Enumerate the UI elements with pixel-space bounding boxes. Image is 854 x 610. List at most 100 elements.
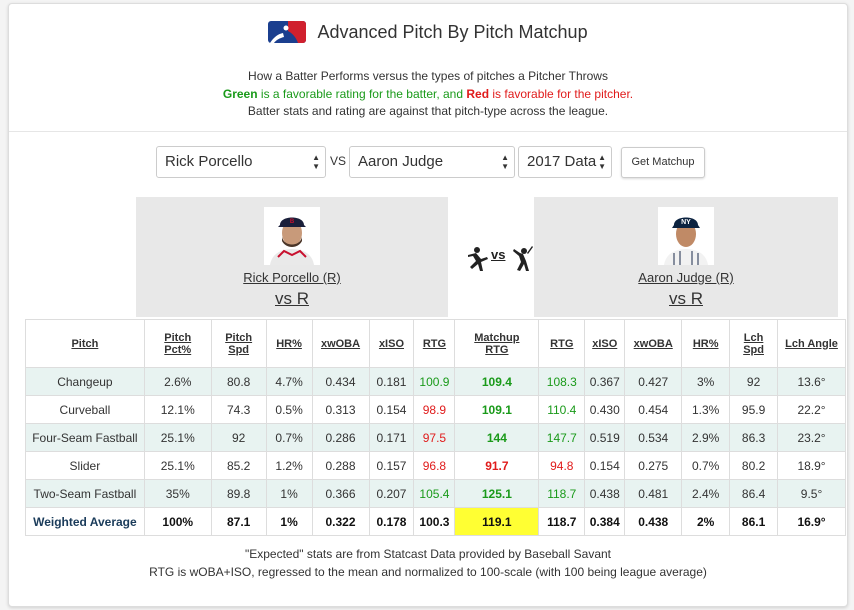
pitcher-select[interactable]: Rick Porcello ▲ ▼: [156, 146, 326, 178]
page-title: Advanced Pitch By Pitch Matchup: [9, 21, 847, 44]
column-header-label: Spd: [228, 343, 250, 356]
column-header[interactable]: Pitch Spd: [210, 319, 267, 368]
divider: [9, 131, 847, 132]
column-header-label: xwOBA: [320, 337, 361, 350]
pitch-speed-cell: 85.2: [210, 451, 267, 480]
launch-speed-cell: 86.3: [729, 423, 779, 452]
column-header[interactable]: Lch Angle: [777, 319, 846, 368]
weighted-average-row: Weighted Average 100% 87.1 1% 0.322 0.178 100.…: [25, 507, 846, 536]
column-header-label: xwOBA: [633, 337, 673, 350]
xiso-cell: 0.171: [368, 423, 415, 452]
pitcher-rtg-cell: 98.9: [413, 395, 456, 424]
column-header[interactable]: RTG: [538, 319, 586, 368]
matchup-rtg-average-cell: 119.1: [454, 507, 540, 536]
pitcher-name[interactable]: Rick Porcello (R): [243, 270, 341, 285]
pitcher-favor-text: is favorable for the pitcher.: [489, 87, 634, 101]
hr-pct-cell: 4.7%: [265, 367, 313, 396]
batter-xwoba-cell: 0.481: [624, 479, 683, 508]
batter-rtg-cell: 118.7: [538, 479, 586, 508]
column-header[interactable]: HR%: [681, 319, 731, 368]
mlb-logo-icon: [268, 21, 307, 44]
batter-vs-pitcher-icon: vs: [467, 245, 533, 273]
pitcher-rtg-cell: 100.9: [413, 367, 456, 396]
pitch-pct-cell: 12.1%: [143, 395, 212, 424]
column-header[interactable]: Pitch: [25, 319, 145, 368]
column-header-label: RTG: [550, 337, 574, 350]
table-row: Slider 25.1% 85.2 1.2% 0.288 0.157 96.8 91.7 94.…: [25, 451, 846, 480]
vs-label: VS: [330, 154, 347, 168]
batter-hr-pct-cell: 0.7%: [681, 451, 731, 480]
column-header[interactable]: xwOBA: [311, 319, 370, 368]
table-row: Two-Seam Fastball 35% 89.8 1% 0.366 0.207 105.…: [25, 479, 846, 508]
launch-angle-average-cell: 16.9°: [777, 507, 846, 536]
svg-text:B: B: [290, 219, 295, 225]
get-matchup-button[interactable]: Get Matchup: [621, 147, 705, 178]
column-header[interactable]: xISO: [584, 319, 626, 368]
xwoba-cell: 0.286: [311, 423, 370, 452]
pitcher-rtg-average-cell: 100.3: [413, 507, 456, 536]
pitch-name-cell: Four-Seam Fastball: [25, 423, 145, 452]
pitch-speed-cell: 74.3: [210, 395, 267, 424]
table-row: Four-Seam Fastball 25.1% 92 0.7% 0.286 0.171 9…: [25, 423, 846, 452]
batter-name[interactable]: Aaron Judge (R): [638, 270, 734, 285]
hr-pct-cell: 1.2%: [265, 451, 313, 480]
matchup-rtg-cell: 91.7: [454, 451, 540, 480]
batter-rtg-cell: 110.4: [538, 395, 586, 424]
batter-xiso-cell: 0.367: [584, 367, 626, 396]
batter-xwoba-cell: 0.275: [624, 451, 683, 480]
batter-favor-text: is a favorable rating for the batter, an…: [257, 87, 467, 101]
pitch-name-cell: Changeup: [25, 367, 145, 396]
column-header[interactable]: Pitch Pct%: [143, 319, 212, 368]
launch-speed-average-cell: 86.1: [729, 507, 779, 536]
launch-speed-cell: 92: [729, 367, 779, 396]
batter-rtg-cell: 108.3: [538, 367, 586, 396]
column-header[interactable]: Matchup RTG: [454, 319, 540, 368]
batter-xiso-cell: 0.519: [584, 423, 626, 452]
hr-pct-cell: 0.5%: [265, 395, 313, 424]
xiso-average-cell: 0.178: [368, 507, 415, 536]
batter-xiso-average-cell: 0.384: [584, 507, 626, 536]
green-label: Green: [222, 87, 258, 101]
pitch-name-cell: Slider: [25, 451, 145, 480]
batter-rtg-average-cell: 118.7: [538, 507, 586, 536]
column-header-label: Pitch: [225, 331, 253, 344]
pitch-pct-average-cell: 100%: [143, 507, 212, 536]
table-row: Curveball 12.1% 74.3 0.5% 0.313 0.154 98.9 109.…: [25, 395, 846, 424]
xwoba-cell: 0.366: [311, 479, 370, 508]
pitcher-select-value: Rick Porcello: [165, 153, 253, 170]
pitch-name-cell: Two-Seam Fastball: [25, 479, 145, 508]
column-header[interactable]: HR%: [265, 319, 313, 368]
column-header-label: RTG: [485, 343, 509, 356]
xiso-cell: 0.181: [368, 367, 415, 396]
pitch-name-average-cell: Weighted Average: [25, 507, 145, 536]
batter-select[interactable]: Aaron Judge ▲ ▼: [349, 146, 515, 178]
svg-text:NY: NY: [681, 219, 691, 226]
pitch-pct-cell: 2.6%: [143, 367, 212, 396]
column-header[interactable]: xwOBA: [624, 319, 683, 368]
description-line-1: How a Batter Performs versus the types o…: [248, 69, 608, 83]
xiso-cell: 0.154: [368, 395, 415, 424]
pitch-pct-cell: 25.1%: [143, 423, 212, 452]
launch-angle-cell: 13.6°: [777, 367, 846, 396]
column-header-label: xISO: [592, 337, 618, 350]
pitcher-panel: B Rick Porcello (R) vs R: [136, 197, 448, 317]
footer-line-2: RTG is wOBA+ISO, regressed to the mean a…: [149, 565, 707, 579]
year-select[interactable]: 2017 Data ▲ ▼: [518, 146, 612, 178]
xiso-cell: 0.157: [368, 451, 415, 480]
column-header-label: Pct%: [164, 343, 192, 356]
column-header[interactable]: RTG: [413, 319, 456, 368]
pitch-pct-cell: 25.1%: [143, 451, 212, 480]
pitcher-rtg-cell: 105.4: [413, 479, 456, 508]
launch-angle-cell: 9.5°: [777, 479, 846, 508]
column-header-label: xISO: [378, 337, 405, 350]
xwoba-cell: 0.434: [311, 367, 370, 396]
pitch-speed-cell: 80.8: [210, 367, 267, 396]
pitch-speed-cell: 92: [210, 423, 267, 452]
xwoba-cell: 0.313: [311, 395, 370, 424]
column-header-label: Pitch: [164, 331, 192, 344]
column-header-label: RTG: [422, 337, 447, 350]
column-header[interactable]: xISO: [368, 319, 415, 368]
hr-pct-cell: 1%: [265, 479, 313, 508]
column-header[interactable]: Lch Spd: [729, 319, 779, 368]
batter-xwoba-average-cell: 0.438: [624, 507, 683, 536]
